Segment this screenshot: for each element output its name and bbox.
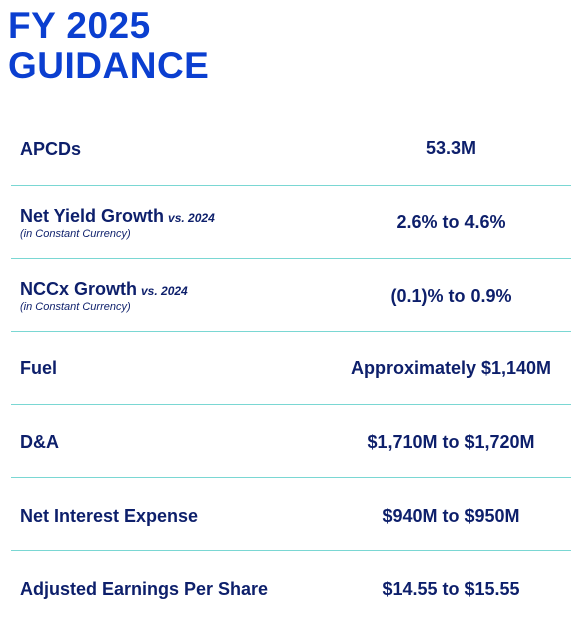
row-qualifier: vs. 2024 [168,211,215,225]
guidance-table: APCDs 53.3M Net Yield Growth vs. 2024 (in… [11,113,571,623]
row-note: (in Constant Currency) [20,228,131,240]
row-label: D&A [20,432,59,452]
page-title: FY 2025 GUIDANCE [8,6,209,86]
row-value: $1,710M to $1,720M [367,432,535,452]
title-line-1: FY 2025 [8,5,151,46]
row-value: 2.6% to 4.6% [396,212,506,232]
table-row-net-interest-expense: Net Interest Expense $940M to $950M [11,478,571,551]
row-label: APCDs [20,139,82,159]
row-label: Net Yield Growth vs. 2024 [20,206,215,226]
table-row-net-yield-growth: Net Yield Growth vs. 2024 (in Constant Cu… [11,186,571,259]
title-line-2: GUIDANCE [8,45,210,86]
row-value: $14.55 to $15.55 [382,579,520,599]
row-label: Adjusted Earnings Per Share [20,579,269,599]
table-row-nccx-growth: NCCx Growth vs. 2024 (in Constant Currenc… [11,259,571,332]
row-qualifier: vs. 2024 [141,284,188,298]
row-label: Net Interest Expense [20,506,199,526]
row-value: (0.1)% to 0.9% [390,286,512,306]
row-note: (in Constant Currency) [20,301,131,313]
row-label: Fuel [20,358,58,378]
row-label: NCCx Growth vs. 2024 [20,279,188,299]
row-value: $940M to $950M [382,506,520,526]
table-row-fuel: Fuel Approximately $1,140M [11,332,571,405]
table-row-d-and-a: D&A $1,710M to $1,720M [11,405,571,478]
row-value: Approximately $1,140M [350,358,552,378]
table-row-adjusted-eps: Adjusted Earnings Per Share $14.55 to $1… [11,551,571,623]
row-value: 53.3M [425,138,477,158]
table-row-apcds: APCDs 53.3M [11,113,571,186]
